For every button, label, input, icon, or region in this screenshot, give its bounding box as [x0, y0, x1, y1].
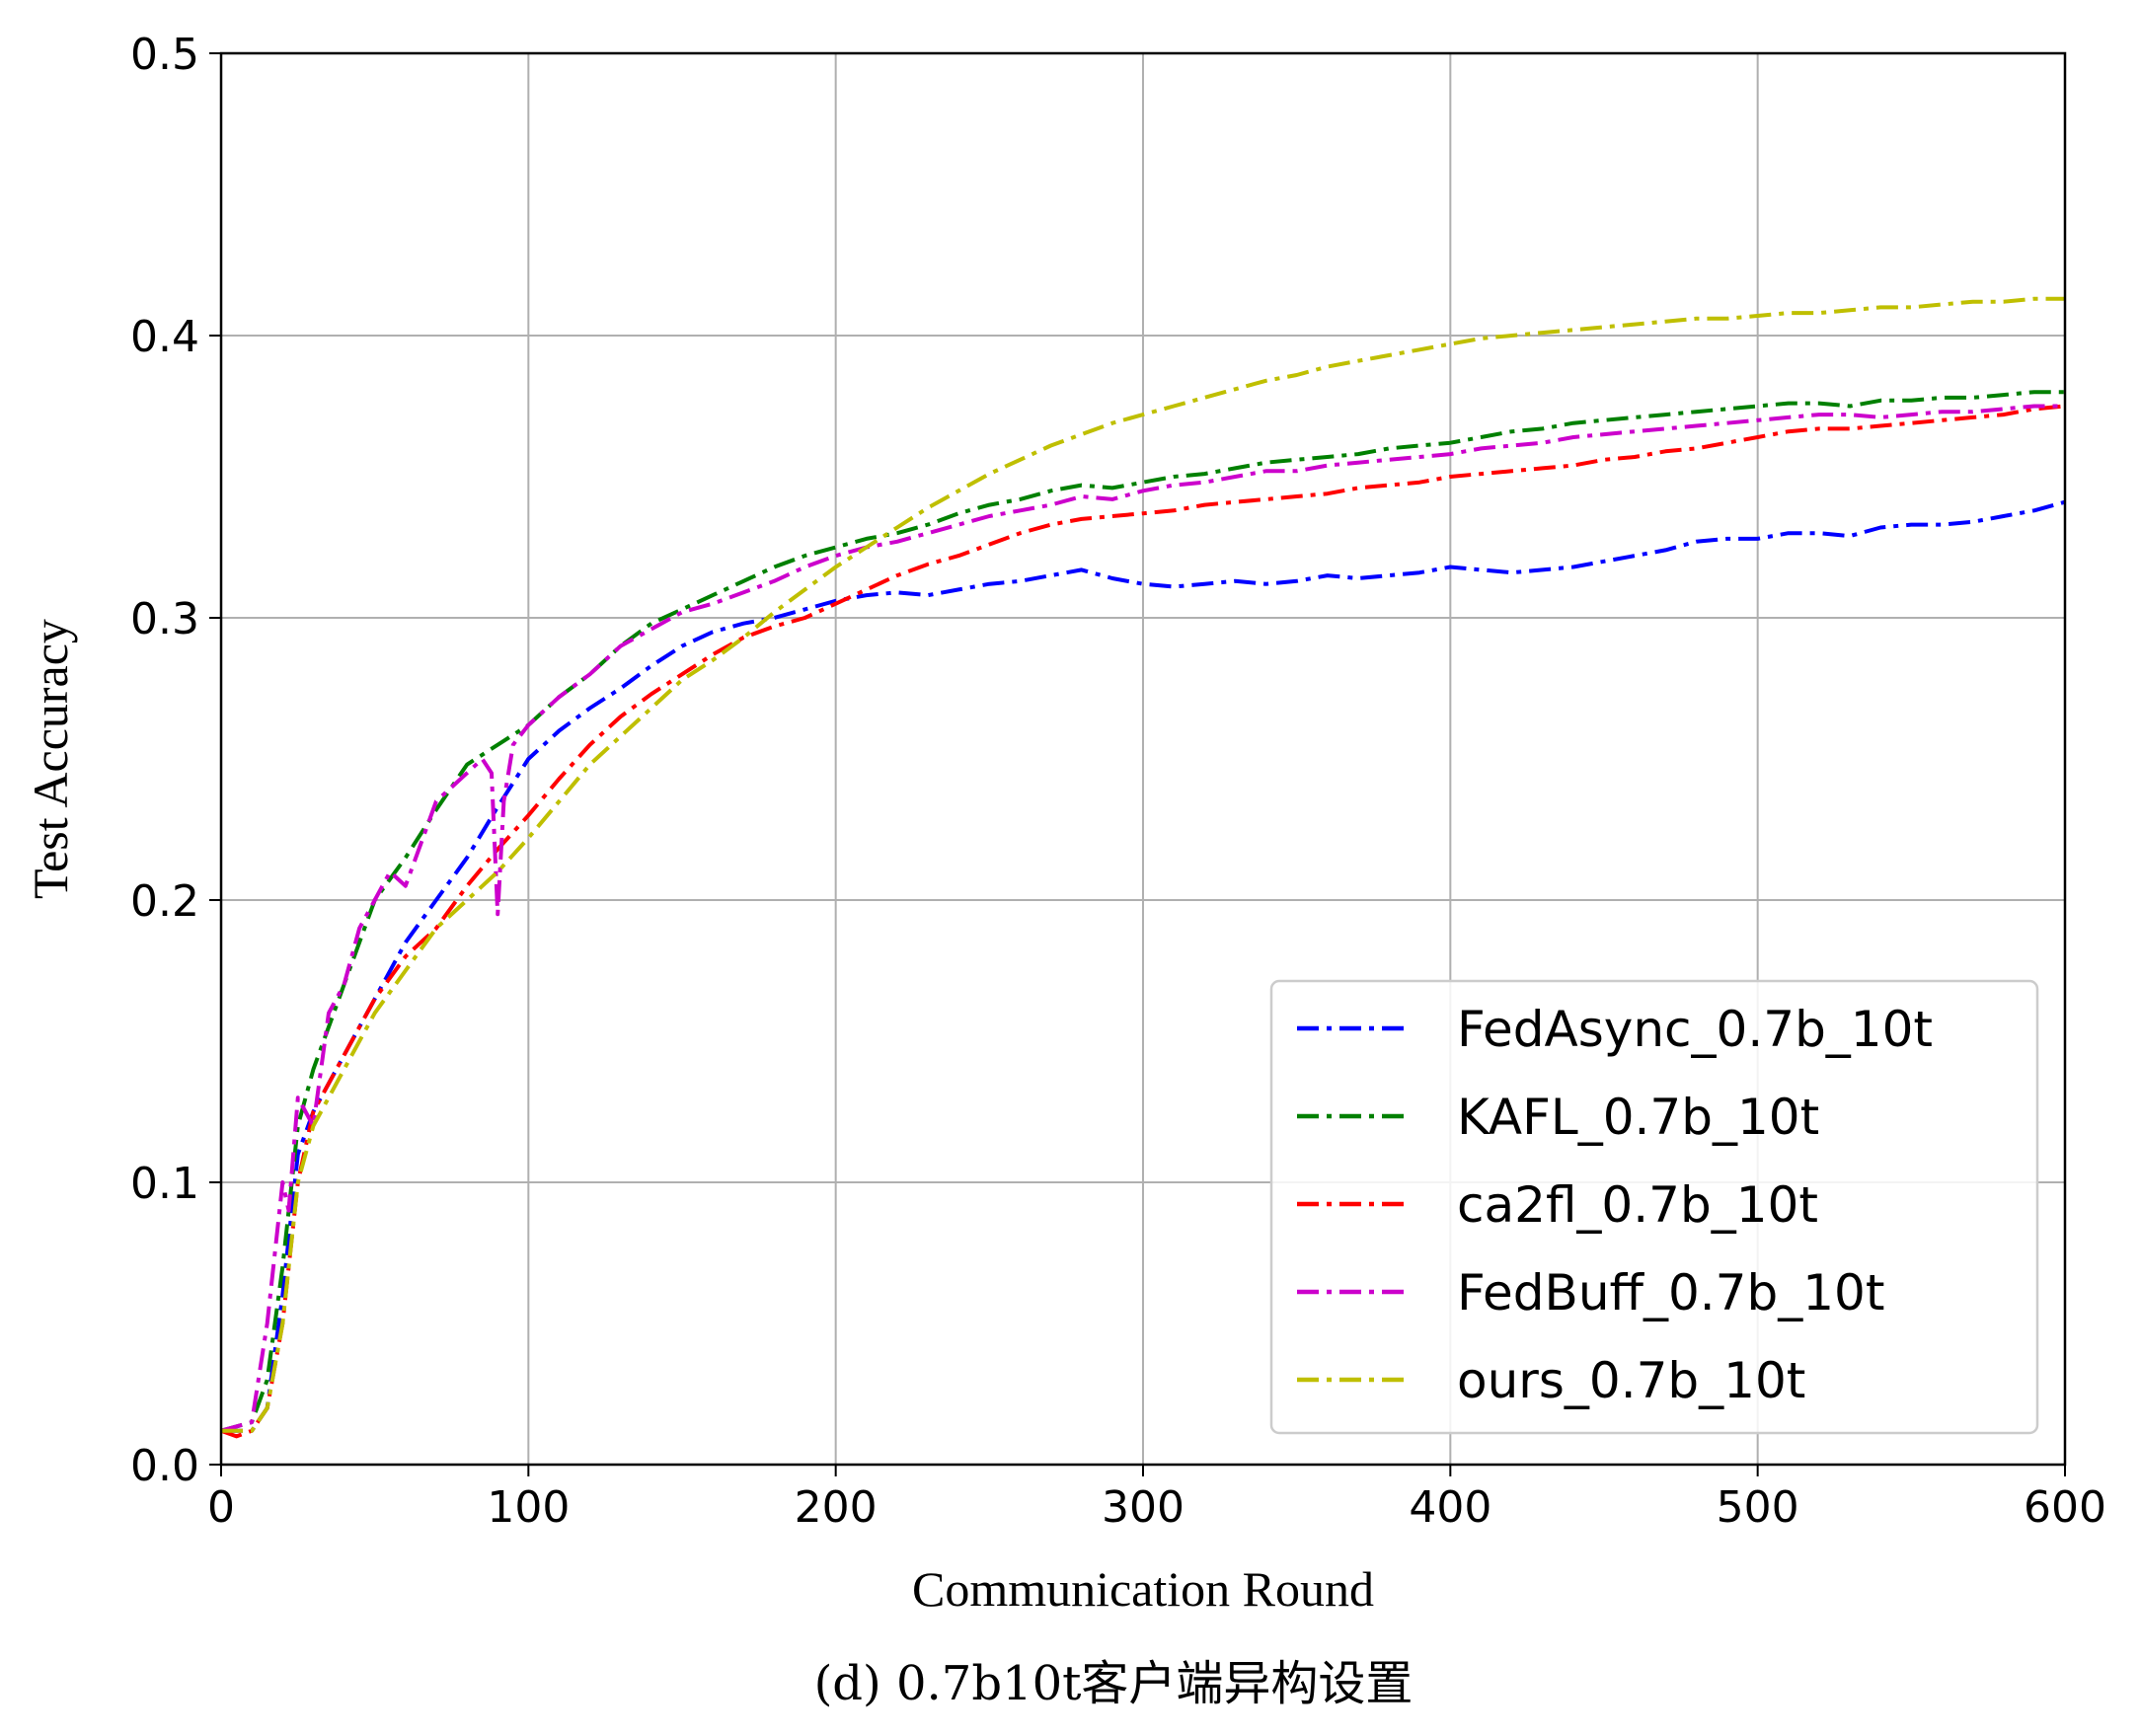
series-layer — [220, 296, 2066, 1439]
legend-label: FedBuff_0.7b_10t — [1457, 1264, 1884, 1321]
series-line-5 — [221, 296, 2065, 1433]
y-tick-label: 0.0 — [130, 1441, 199, 1491]
y-tick-label: 0.5 — [130, 30, 199, 80]
y-tick-label: 0.1 — [130, 1159, 199, 1209]
legend-label: ca2fl_0.7b_10t — [1457, 1176, 1818, 1234]
x-tick-label: 0 — [207, 1482, 235, 1533]
y-axis-title: Test Accuracy — [23, 619, 78, 899]
axis-ticks: 0 100 200 300 400 500 600 0.0 0.1 0.2 0.3 0.4 0.5 — [130, 30, 2106, 1533]
x-tick-label: 600 — [2024, 1482, 2106, 1533]
legend-box — [1269, 979, 2039, 1435]
x-tick-label: 100 — [487, 1482, 570, 1533]
y-tick-label: 0.2 — [130, 876, 199, 927]
series-line-3 — [220, 404, 2066, 1439]
legend-label: KAFL_0.7b_10t — [1457, 1089, 1819, 1146]
legend: FedAsync_0.7b_10t KAFL_0.7b_10t ca2fl_0.7b… — [1269, 979, 2039, 1435]
figure-caption: (d) 0.7b10t客户端异构设置 — [814, 1656, 1414, 1711]
x-tick-label: 300 — [1102, 1482, 1185, 1533]
legend-label: FedAsync_0.7b_10t — [1457, 1001, 1933, 1058]
x-axis-title: Communication Round — [912, 1561, 1374, 1617]
x-tick-label: 500 — [1717, 1482, 1799, 1533]
x-tick-label: 400 — [1409, 1482, 1491, 1533]
x-tick-label: 200 — [795, 1482, 878, 1533]
legend-label: ours_0.7b_10t — [1457, 1352, 1805, 1409]
y-tick-label: 0.4 — [130, 312, 199, 362]
series-line-1 — [221, 499, 2066, 1433]
series-line-4 — [220, 404, 2065, 1433]
series-line-2 — [220, 390, 2065, 1433]
y-tick-label: 0.3 — [130, 594, 199, 644]
